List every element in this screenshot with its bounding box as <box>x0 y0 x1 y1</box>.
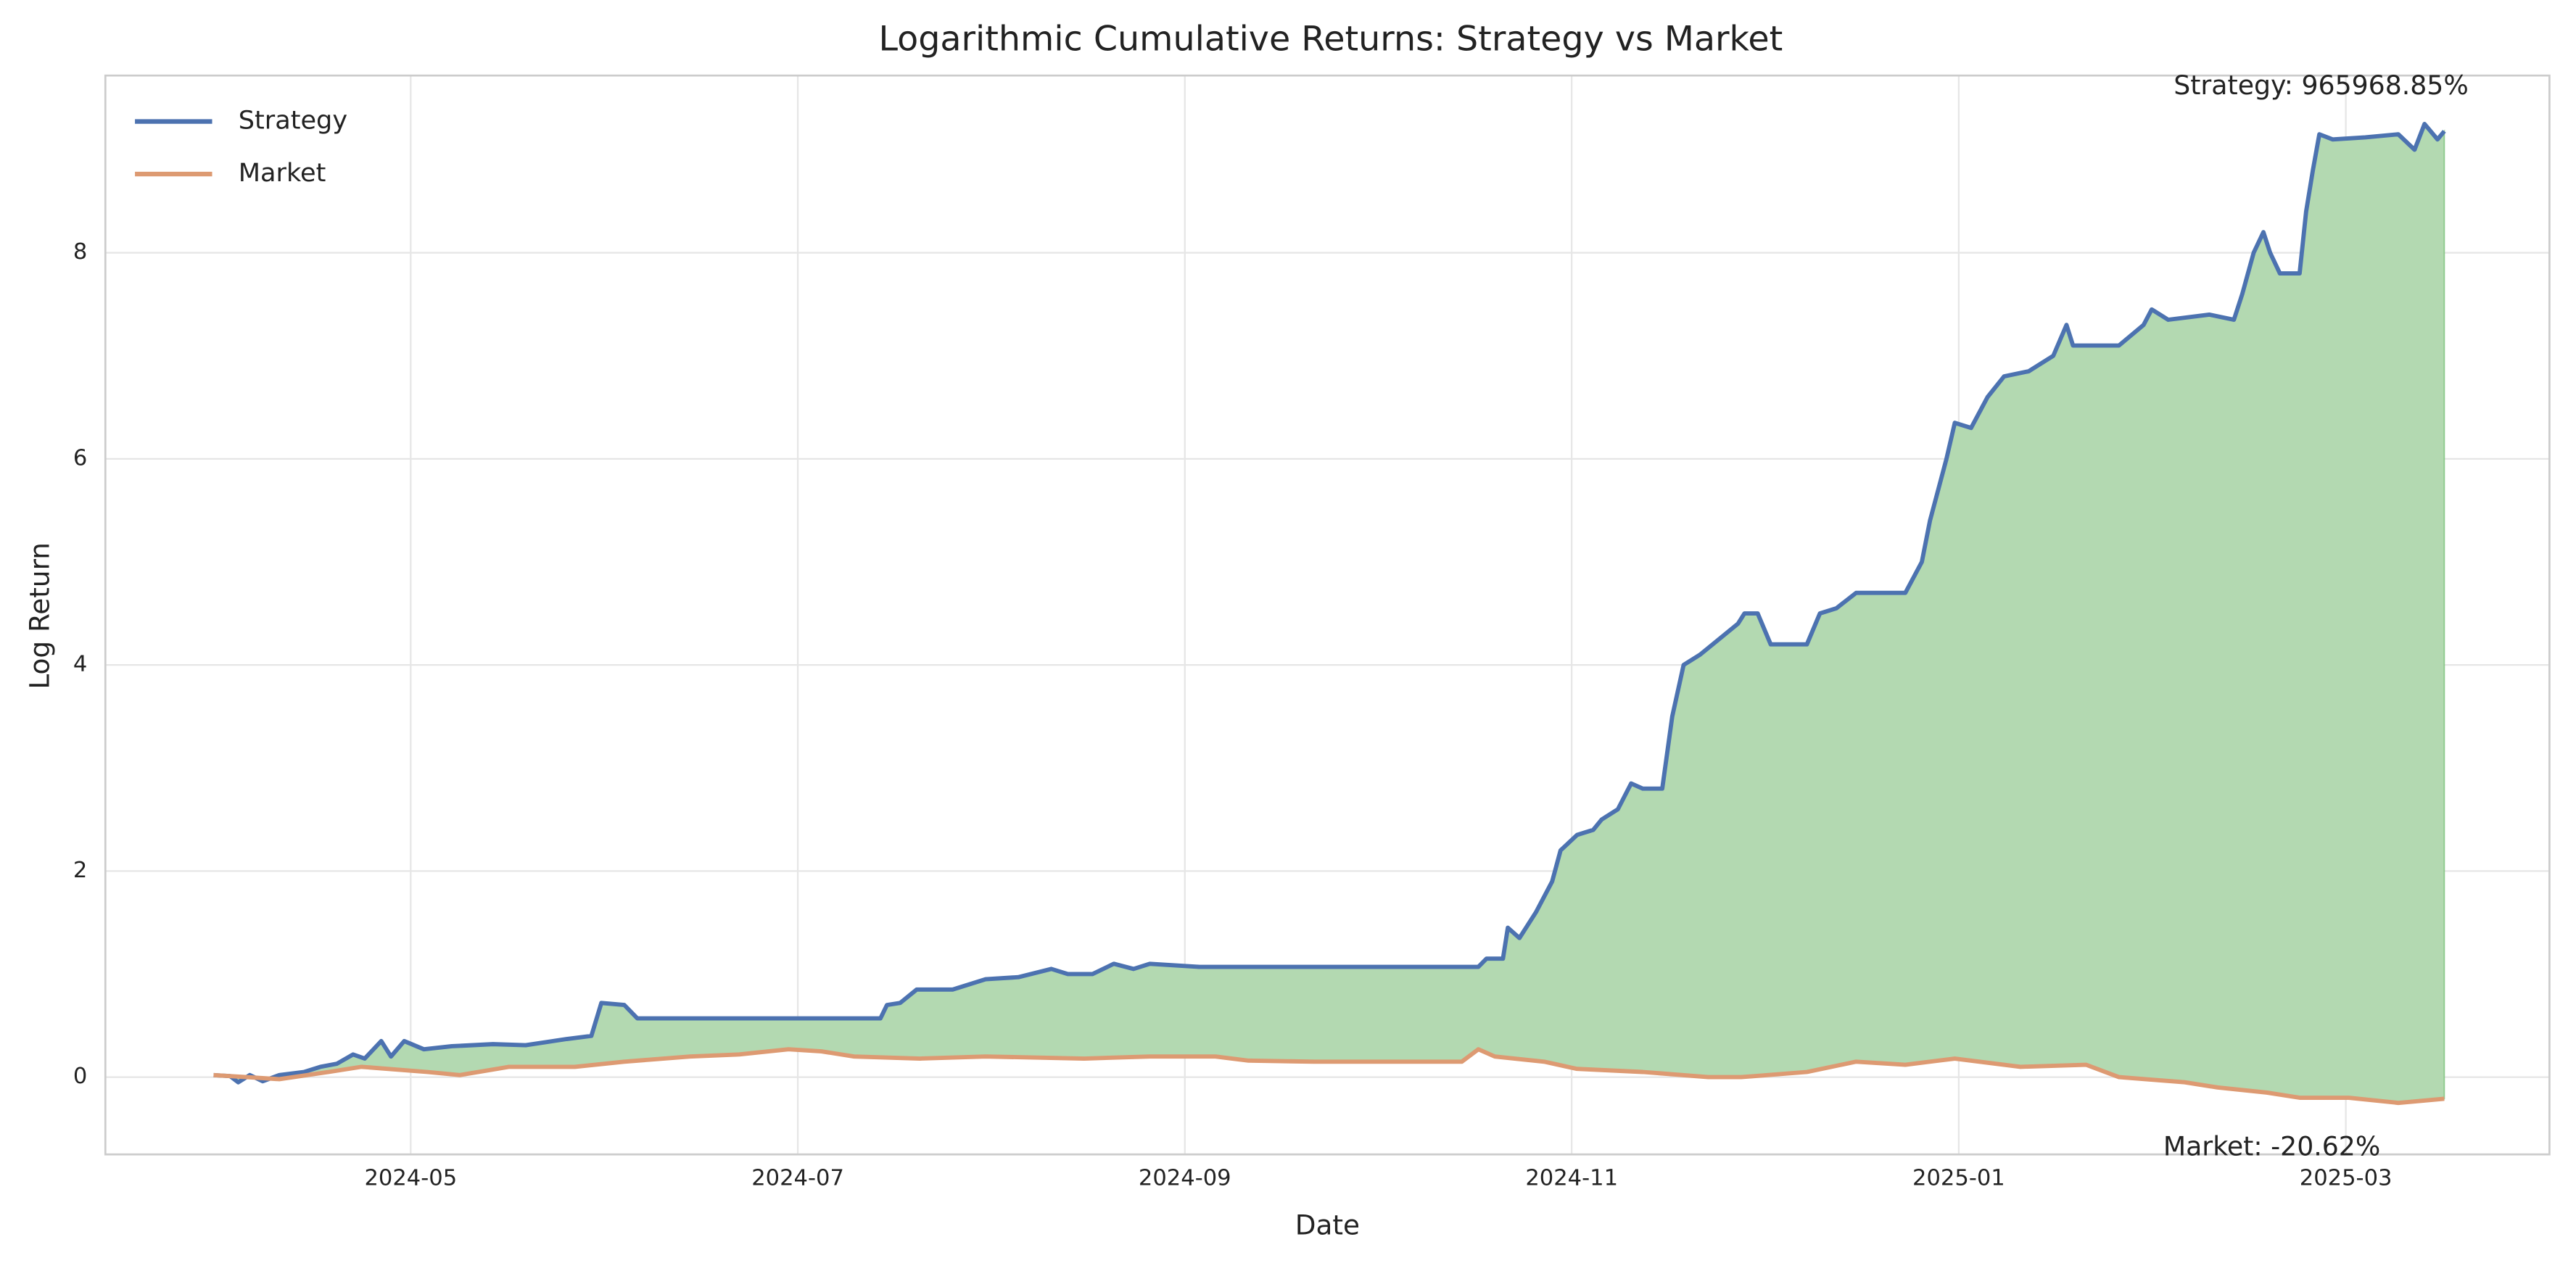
legend-label: Market <box>239 158 326 188</box>
y-tick-label: 0 <box>73 1064 87 1089</box>
annotation: Market: -20.62% <box>2163 1130 2380 1162</box>
x-tick-label: 2024-05 <box>364 1166 457 1191</box>
chart-title: Logarithmic Cumulative Returns: Strategy… <box>878 20 1783 59</box>
x-tick-label: 2024-09 <box>1139 1166 1231 1191</box>
series-line <box>213 1047 2445 1106</box>
y-axis-label: Log Return <box>23 542 55 690</box>
y-tick-label: 4 <box>73 652 87 677</box>
x-axis-label: Date <box>1295 1209 1360 1241</box>
legend-label: Strategy <box>239 106 347 136</box>
fill-between <box>213 123 2445 1104</box>
x-tick-label: 2025-01 <box>1912 1166 2005 1191</box>
x-tick-label: 2024-11 <box>1525 1166 1618 1191</box>
y-tick-label: 6 <box>73 445 87 471</box>
annotation: Strategy: 965968.85% <box>2174 70 2469 101</box>
x-tick-label: 2024-07 <box>751 1166 844 1191</box>
y-tick-label: 2 <box>73 858 87 883</box>
x-tick-label: 2025-03 <box>2300 1166 2393 1191</box>
plot-frame <box>104 74 2551 1156</box>
y-tick-label: 8 <box>73 239 87 265</box>
series-line <box>213 122 2446 1085</box>
